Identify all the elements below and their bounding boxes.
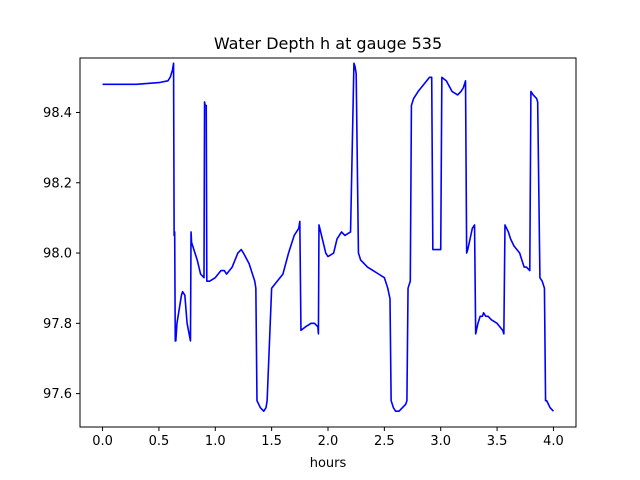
x-tick-label: 4.0 — [543, 434, 564, 449]
y-tick-label: 97.8 — [43, 317, 72, 332]
series-line — [102, 62, 555, 412]
x-tick-label: 3.5 — [487, 434, 508, 449]
x-axis: 0.0 0.5 1.0 1.5 2.0 2.5 3.0 3.5 4.0 — [92, 427, 564, 449]
x-tick-label: 2.5 — [374, 434, 395, 449]
plot-area — [79, 57, 577, 428]
y-tick-label: 98.0 — [43, 247, 72, 262]
x-tick-label: 1.0 — [205, 434, 226, 449]
y-axis: 97.6 97.8 98.0 98.2 98.4 — [43, 106, 80, 402]
x-axis-label: hours — [310, 456, 347, 471]
x-tick-label: 2.0 — [318, 434, 339, 449]
series-layer — [102, 62, 555, 412]
y-tick-label: 97.6 — [43, 387, 72, 402]
plot-frame — [79, 57, 577, 428]
chart-title: Water Depth h at gauge 535 — [214, 34, 442, 53]
y-tick-label: 98.2 — [43, 176, 72, 191]
x-tick-label: 0.5 — [149, 434, 170, 449]
x-tick-label: 1.5 — [261, 434, 282, 449]
x-tick-label: 3.0 — [430, 434, 451, 449]
y-tick-label: 98.4 — [43, 106, 72, 121]
x-tick-label: 0.0 — [92, 434, 113, 449]
